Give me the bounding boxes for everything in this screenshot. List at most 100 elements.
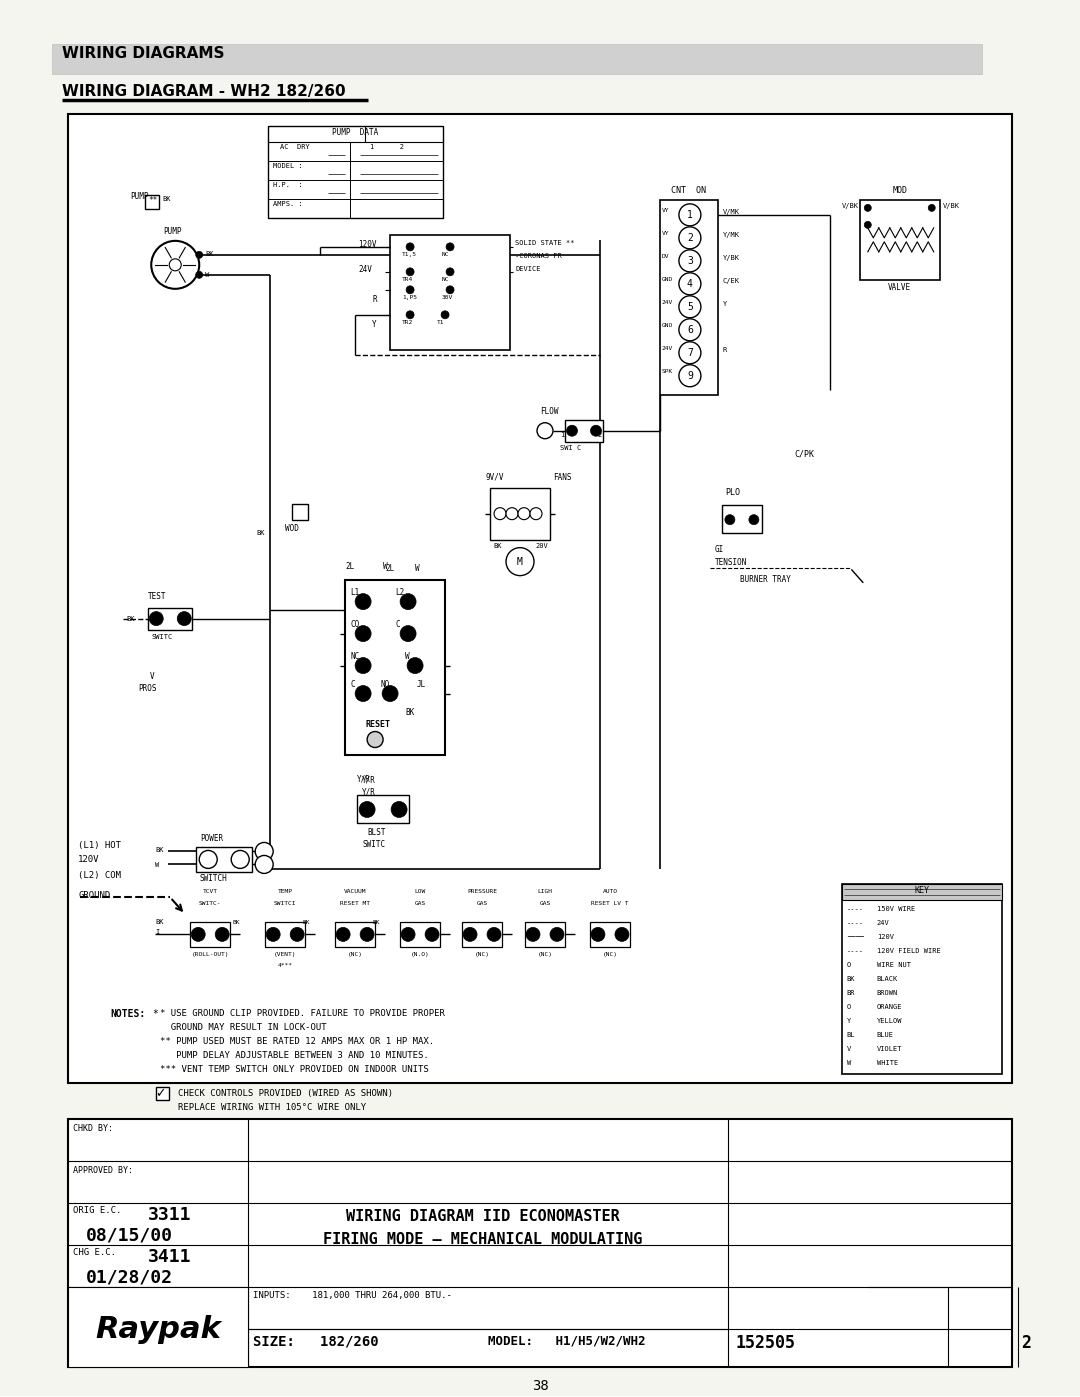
Text: YELLOW: YELLOW [877,1018,902,1024]
Text: GAS: GAS [476,901,488,907]
Text: RESET: RESET [365,719,390,728]
Circle shape [526,928,540,942]
Text: 24V: 24V [359,265,372,274]
Text: SWITCH: SWITCH [199,875,227,883]
Text: (L1) HOT: (L1) HOT [79,841,121,851]
Text: V: V [150,672,154,680]
Circle shape [928,204,935,211]
Circle shape [446,268,454,275]
Text: PUMP: PUMP [131,191,149,201]
Circle shape [679,272,701,295]
Text: FIRING MODE – MECHANICAL MODULATING: FIRING MODE – MECHANICAL MODULATING [323,1232,643,1248]
Text: CHECK CONTROLS PROVIDED (WIRED AS SHOWN): CHECK CONTROLS PROVIDED (WIRED AS SHOWN) [178,1090,393,1098]
Text: FLOW: FLOW [540,407,558,416]
Text: SWI C: SWI C [561,444,581,451]
Bar [860,200,940,279]
Circle shape [426,928,440,942]
Text: BK: BK [405,707,415,717]
Text: R: R [723,346,727,353]
Circle shape [679,296,701,317]
Text: 2L: 2L [346,562,354,570]
Text: BK: BK [847,977,855,982]
Circle shape [191,928,205,942]
Text: 2: 2 [1021,1334,1030,1352]
Text: 1: 1 [687,210,693,219]
Text: BK: BK [205,251,214,257]
Text: L2: L2 [395,588,404,597]
Circle shape [355,626,372,641]
Text: VACUUM: VACUUM [343,890,366,894]
Text: BK: BK [126,616,135,622]
Text: DEVICE: DEVICE [515,265,540,272]
Text: 1      2: 1 2 [370,144,404,149]
Circle shape [864,204,872,211]
Circle shape [725,514,734,525]
Text: GNO: GNO [662,323,673,328]
Text: 120V: 120V [877,935,894,940]
Text: 150V WIRE: 150V WIRE [877,907,915,912]
Text: APPROVED BY:: APPROVED BY: [73,1166,133,1175]
Text: SWITC: SWITC [362,841,386,849]
Bar [357,795,409,823]
Circle shape [864,221,872,228]
Circle shape [679,365,701,387]
Text: 20V: 20V [535,542,548,549]
Circle shape [550,928,564,942]
Circle shape [591,425,602,436]
Circle shape [679,319,701,341]
Text: BK: BK [162,196,171,203]
Text: 08/15/00: 08/15/00 [86,1227,173,1245]
Text: WIRING DIAGRAM IID ECONOMASTER: WIRING DIAGRAM IID ECONOMASTER [347,1210,620,1224]
Circle shape [507,548,534,576]
Circle shape [591,928,605,942]
Text: * USE GROUND CLIP PROVIDED. FAILURE TO PROVIDE PROPER: * USE GROUND CLIP PROVIDED. FAILURE TO P… [160,1010,445,1018]
Text: Y/R: Y/R [362,775,376,785]
Text: CHG E.C.: CHG E.C. [73,1248,117,1257]
Text: V/BK: V/BK [841,203,859,210]
Text: GROUND MAY RESULT IN LOCK-OUT: GROUND MAY RESULT IN LOCK-OUT [160,1024,327,1032]
Text: BLUE: BLUE [877,1032,894,1038]
Text: C/PK: C/PK [795,450,814,458]
Text: BK: BK [373,921,379,925]
Circle shape [291,928,305,942]
Text: Y/MK: Y/MK [723,232,740,237]
Circle shape [199,851,217,869]
Circle shape [382,686,399,701]
Text: ✓: ✓ [156,1087,165,1101]
Bar [157,1087,170,1101]
Circle shape [406,243,414,251]
Bar [565,419,603,441]
Circle shape [446,286,454,293]
Text: 01/28/02: 01/28/02 [86,1268,173,1287]
Circle shape [255,842,273,861]
Circle shape [679,226,701,249]
Text: 24V: 24V [877,921,890,926]
Bar [660,200,718,395]
Bar [335,922,375,947]
Circle shape [195,251,203,258]
Text: POWER: POWER [200,834,224,844]
Bar [346,580,445,754]
Text: PUMP: PUMP [163,226,181,236]
Text: W: W [415,563,420,573]
Text: PUMP  DATA: PUMP DATA [332,129,378,137]
Text: JL: JL [417,679,427,689]
Text: REPLACE WIRING WITH 105°C WIRE ONLY: REPLACE WIRING WITH 105°C WIRE ONLY [178,1104,366,1112]
Text: PROS: PROS [138,683,157,693]
Text: R: R [373,295,377,303]
Bar [268,126,443,218]
Text: BK: BK [256,529,265,535]
Text: NO: NO [380,679,390,689]
Text: 2L: 2L [386,563,394,573]
Text: TEMP: TEMP [278,890,293,894]
Text: (L2) COM: (L2) COM [79,872,121,880]
Text: AUTO: AUTO [603,890,618,894]
Text: 3: 3 [687,256,693,265]
Circle shape [441,310,449,319]
Text: RESET MT: RESET MT [340,901,370,907]
Bar [721,504,761,532]
Bar [52,43,982,74]
Circle shape [255,855,273,873]
Text: M: M [517,556,523,567]
Text: 30V: 30V [442,295,454,300]
